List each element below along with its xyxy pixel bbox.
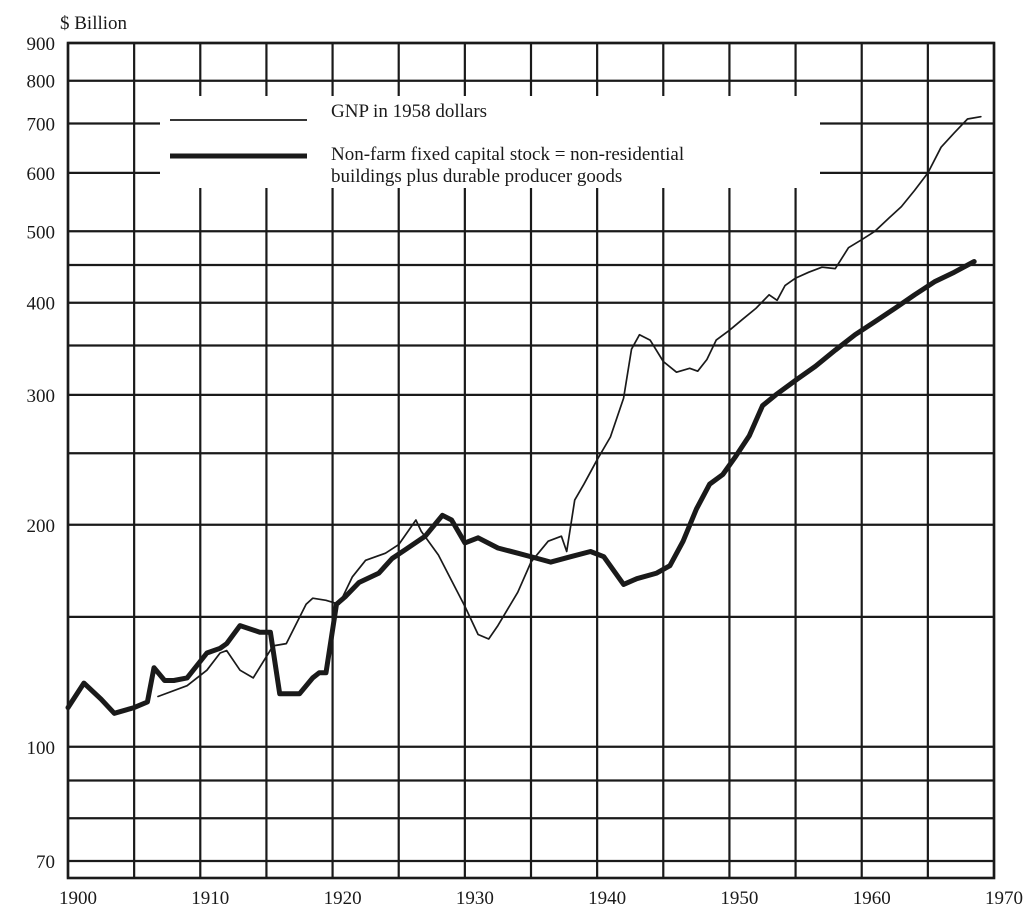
- y-tick-label: 200: [27, 516, 56, 537]
- legend: GNP in 1958 dollars Non-farm fixed capita…: [160, 96, 820, 188]
- y-tick-label: 600: [27, 164, 56, 185]
- legend-label-capital-stock: Non-farm fixed capital stock = non-resid…: [331, 144, 684, 187]
- capital-stock-series-line: [65, 259, 977, 716]
- y-tick-label: 900: [27, 34, 56, 55]
- y-tick-label: 800: [27, 72, 56, 93]
- x-tick-label: 1950: [720, 888, 758, 909]
- y-tick-label: 100: [27, 738, 56, 759]
- legend-background: [160, 96, 820, 188]
- x-tick-label: 1940: [588, 888, 626, 909]
- y-tick-label: 70: [36, 852, 55, 873]
- y-tick-label: 400: [27, 294, 56, 315]
- gnp-series-line: [157, 115, 982, 698]
- y-tick-label: 700: [27, 114, 56, 135]
- x-tick-label: 1900: [59, 888, 97, 909]
- x-tick-label: 1920: [324, 888, 362, 909]
- x-tick-label: 1910: [191, 888, 229, 909]
- legend-label-gnp: GNP in 1958 dollars: [331, 101, 487, 122]
- x-tick-label: 1970: [985, 888, 1023, 909]
- x-axis-tick-labels: 1900 1910 1920 1930 1940 1950 1960 1970: [59, 888, 1023, 909]
- y-tick-label: 300: [27, 386, 56, 407]
- y-tick-label: 500: [27, 222, 56, 243]
- data-series: [65, 115, 982, 716]
- x-tick-label: 1930: [456, 888, 494, 909]
- plot-frame: [66, 41, 996, 880]
- y-axis-tick-labels: 70 100 200 300 400 500 600 700 800 900: [27, 34, 56, 873]
- x-tick-label: 1960: [853, 888, 891, 909]
- y-axis-unit-label: $ Billion: [60, 13, 128, 34]
